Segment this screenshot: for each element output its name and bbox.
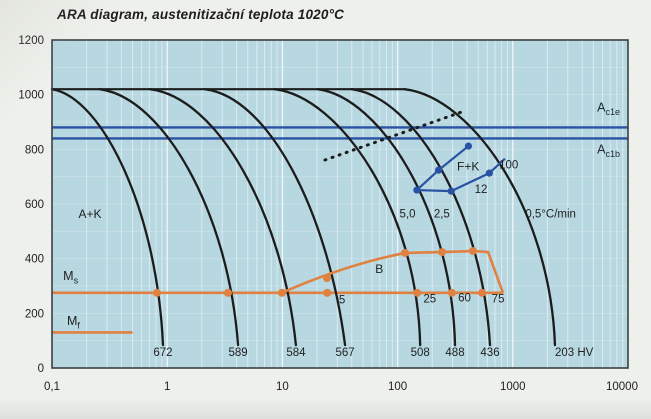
hardness-label: 584 xyxy=(286,347,306,359)
bainite-dot xyxy=(468,247,477,256)
hardness-label: 672 xyxy=(153,347,172,359)
y-tick-label: 200 xyxy=(25,308,44,320)
hardness-label: 203 HV xyxy=(555,347,594,359)
ms-crossing-dot xyxy=(477,288,486,297)
x-tick-label: 0,1 xyxy=(44,381,60,393)
fk-lower-line xyxy=(416,157,506,193)
hardness-label: 488 xyxy=(445,347,464,359)
y-tick-label: 1000 xyxy=(18,90,44,102)
plot-border xyxy=(51,39,629,369)
fk-dot xyxy=(447,187,455,195)
fk-dot xyxy=(435,166,443,174)
bainite-percent-label: 75 xyxy=(492,293,505,305)
bainite-percent-label: 60 xyxy=(458,292,471,304)
hardness-label: 567 xyxy=(335,347,354,359)
ms-crossing-dot xyxy=(323,288,332,297)
cooling-curve-3 xyxy=(148,88,298,347)
x-tick-label: 1000 xyxy=(500,381,526,393)
annotation-label: 2,5 xyxy=(434,209,450,221)
fk-dot xyxy=(413,186,421,194)
bainite-percent-label: 5 xyxy=(339,294,345,306)
annotation-label: 5,0 xyxy=(400,209,416,221)
x-tick-label: 10000 xyxy=(606,381,638,393)
y-tick-label: 800 xyxy=(25,144,44,156)
y-tick-label: 400 xyxy=(25,254,44,266)
cooling-curve-4 xyxy=(203,88,347,347)
fk-dot xyxy=(464,142,473,150)
chart-title: ARA diagram, austenitizační teplota 1020… xyxy=(57,7,345,22)
mf-label: Mf xyxy=(67,314,80,331)
ms-crossing-dot xyxy=(413,288,422,297)
y-tick-label: 1200 xyxy=(18,35,44,47)
dotted-line xyxy=(323,110,464,162)
cooling-curve-8 xyxy=(403,88,557,347)
hardness-label: 436 xyxy=(480,347,499,359)
ms-crossing-dot xyxy=(152,288,161,297)
hardness-label: 589 xyxy=(228,347,247,359)
bainite-dot xyxy=(323,274,332,283)
fk-label: F+K xyxy=(457,160,479,174)
x-tick-label: 1 xyxy=(164,381,170,393)
fk-value-label: 100 xyxy=(499,159,518,171)
bainite-label: B xyxy=(375,262,383,276)
bainite-percent-label: 25 xyxy=(423,293,436,305)
annotation-label: 0,5°C/min xyxy=(525,209,576,221)
y-tick-label: 0 xyxy=(38,363,44,375)
ms-crossing-dot xyxy=(223,288,232,297)
fk-value-label: 12 xyxy=(475,184,488,196)
hardness-label: 508 xyxy=(411,347,430,359)
y-tick-label: 600 xyxy=(25,199,44,211)
bainite-dot xyxy=(438,248,447,257)
annotation-label: A+K xyxy=(79,207,102,221)
x-tick-label: 10 xyxy=(276,381,289,393)
bainite-dot xyxy=(401,248,410,257)
x-tick-label: 100 xyxy=(388,381,407,393)
fk-dot xyxy=(485,169,493,177)
ms-crossing-dot xyxy=(447,288,456,297)
